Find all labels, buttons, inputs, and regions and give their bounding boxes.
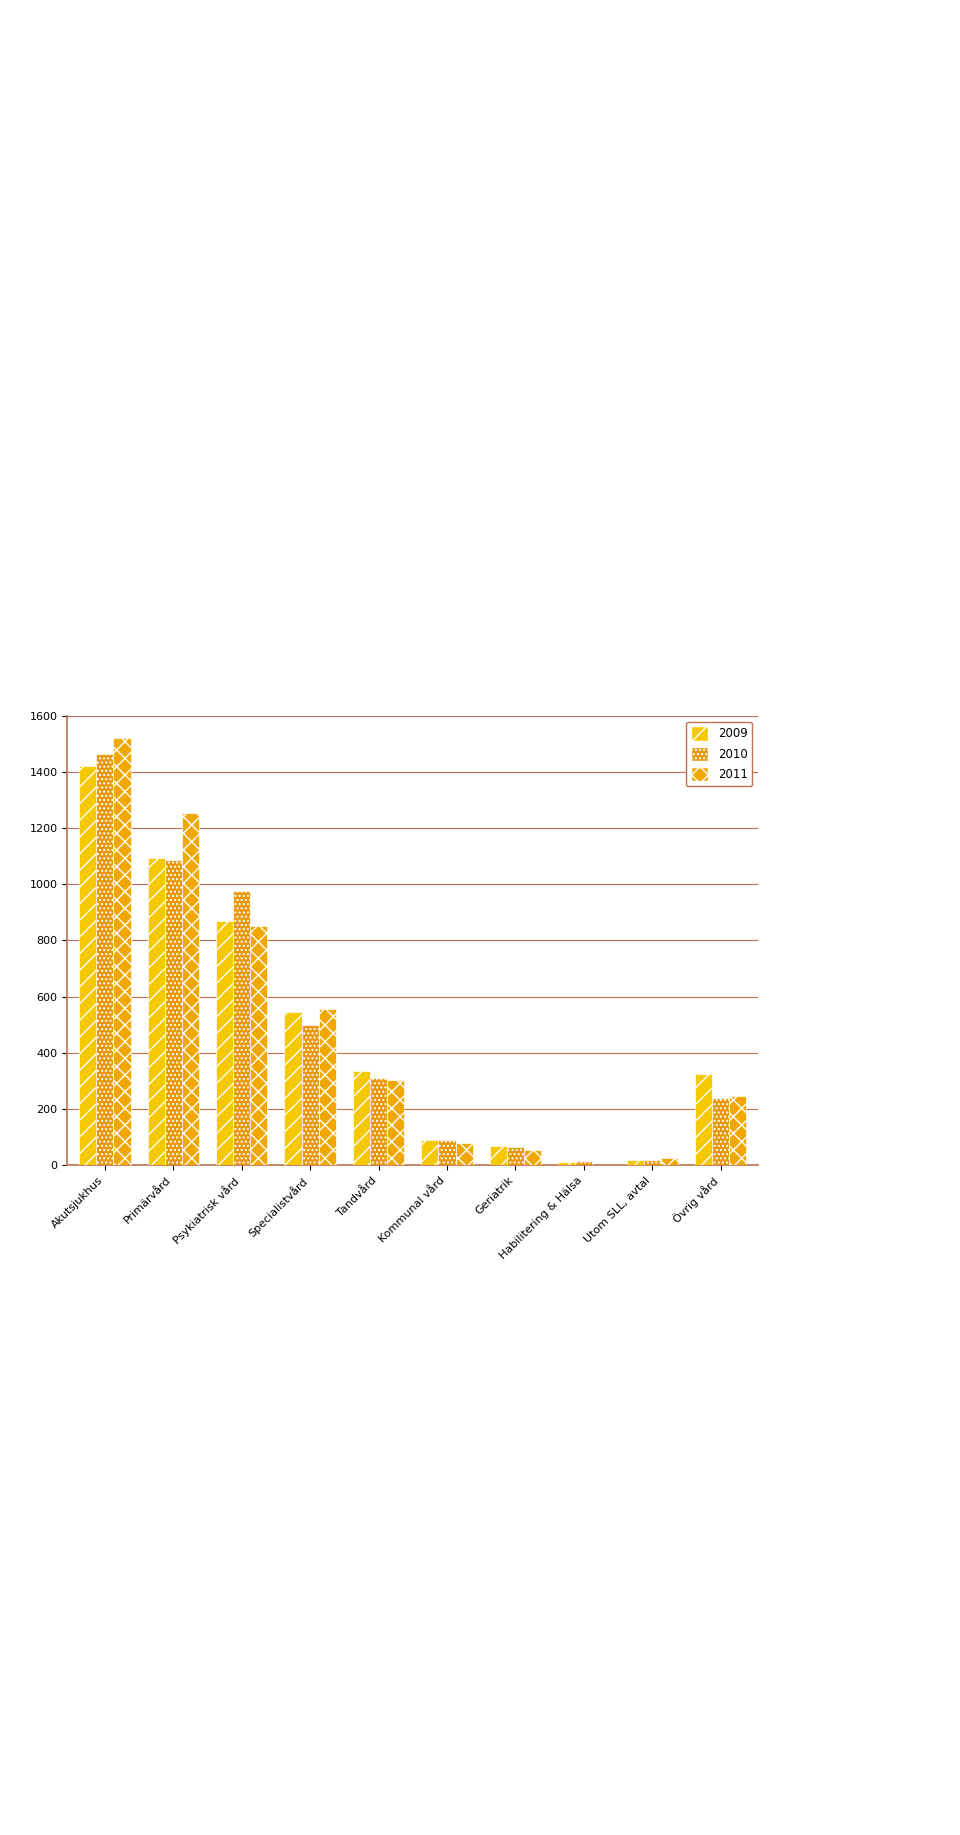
Bar — [524, 1151, 541, 1165]
Bar — [216, 921, 233, 1165]
Bar — [233, 892, 251, 1165]
Bar — [96, 754, 113, 1165]
Bar — [353, 1072, 370, 1165]
Bar — [644, 1160, 660, 1165]
Bar — [319, 1009, 336, 1165]
Bar — [456, 1143, 472, 1165]
Bar — [695, 1073, 712, 1165]
Bar — [79, 767, 96, 1165]
Bar — [712, 1097, 730, 1165]
Bar — [387, 1079, 404, 1165]
Bar — [370, 1079, 387, 1165]
Bar — [507, 1147, 524, 1165]
Bar — [301, 1024, 319, 1165]
Bar — [627, 1160, 644, 1165]
Bar — [165, 861, 181, 1165]
Bar — [113, 738, 131, 1165]
Bar — [558, 1162, 575, 1165]
Bar — [148, 857, 165, 1165]
Bar — [730, 1095, 747, 1165]
Bar — [284, 1013, 301, 1165]
Bar — [660, 1158, 678, 1165]
Bar — [251, 927, 268, 1165]
Bar — [575, 1162, 592, 1165]
Bar — [439, 1140, 456, 1165]
Bar — [421, 1140, 439, 1165]
Legend: 2009, 2010, 2011: 2009, 2010, 2011 — [686, 721, 753, 785]
Bar — [181, 813, 199, 1165]
Bar — [490, 1145, 507, 1165]
